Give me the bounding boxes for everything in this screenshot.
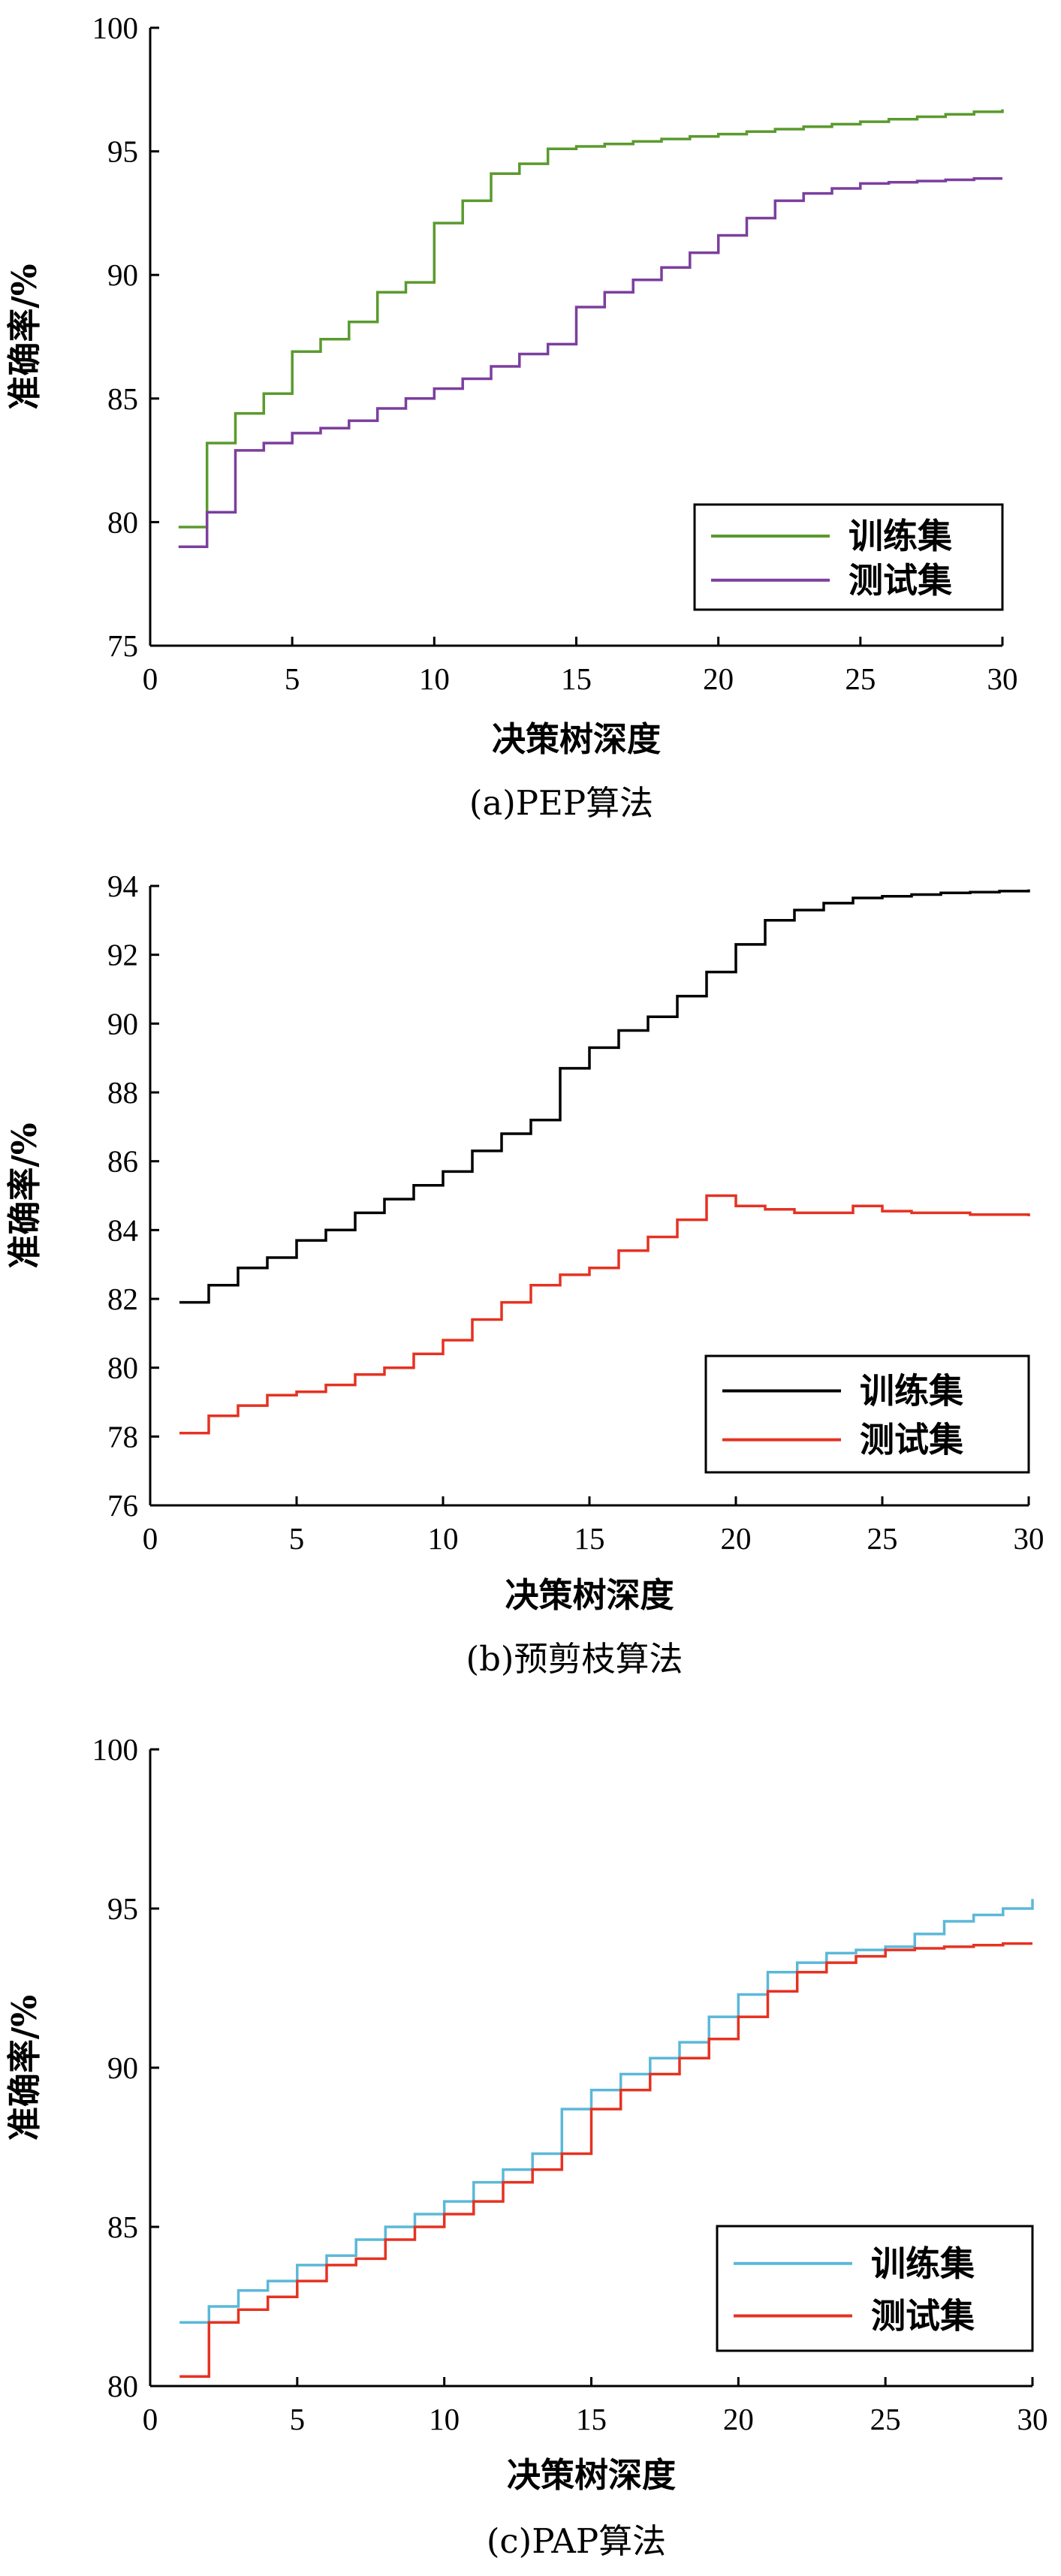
x-tick-label: 20 (703, 661, 734, 696)
x-tick-label: 30 (1014, 1521, 1044, 1556)
x-axis-title: 决策树深度 (505, 1575, 674, 1615)
x-axis-title: 决策树深度 (492, 719, 661, 759)
x-tick-label: 0 (143, 661, 158, 696)
series-line-test (179, 1942, 1032, 2379)
x-axis-title: 决策树深度 (507, 2455, 676, 2495)
y-tick-label: 78 (107, 1419, 138, 1454)
x-tick-label: 15 (574, 1521, 605, 1556)
x-tick-label: 0 (143, 2402, 158, 2436)
y-tick-label: 85 (107, 381, 138, 416)
y-tick-label: 80 (107, 1351, 138, 1385)
legend-label: 测试集 (871, 2296, 975, 2336)
legend-box (693, 503, 1004, 611)
x-tick-label: 10 (428, 1521, 459, 1556)
x-tick-label: 30 (1017, 2402, 1048, 2436)
panel-caption: (c)PAP算法 (487, 2521, 666, 2561)
y-tick-label: 85 (107, 2210, 138, 2244)
x-tick-label: 25 (867, 1521, 898, 1556)
series-line-train (179, 889, 1030, 1304)
x-tick-label: 10 (419, 661, 450, 696)
y-tick-label: 94 (107, 869, 138, 903)
x-tick-label: 10 (429, 2402, 460, 2436)
y-tick-label: 76 (107, 1488, 138, 1523)
y-tick-label: 80 (107, 2369, 138, 2403)
y-tick-label: 95 (107, 1891, 138, 1926)
y-axis-title: 准确率/% (5, 1995, 44, 2141)
x-tick-label: 25 (845, 661, 876, 696)
x-tick-label: 15 (576, 2402, 607, 2436)
y-tick-label: 90 (107, 258, 138, 292)
x-tick-label: 5 (289, 1521, 305, 1556)
legend-label: 测试集 (860, 1420, 963, 1460)
x-tick-label: 20 (723, 2402, 754, 2436)
y-tick-label: 100 (92, 1732, 139, 1767)
x-tick-label: 5 (285, 661, 300, 696)
legend-label: 训练集 (871, 2243, 975, 2284)
y-axis-title: 准确率/% (5, 264, 44, 409)
y-tick-label: 86 (107, 1144, 138, 1179)
legend-label: 测试集 (848, 560, 952, 601)
x-tick-label: 25 (870, 2402, 901, 2436)
y-tick-label: 92 (107, 938, 138, 972)
y-tick-label: 90 (107, 1006, 138, 1041)
y-tick-label: 82 (107, 1282, 138, 1316)
y-tick-label: 100 (92, 11, 139, 45)
series-line-test (178, 177, 1002, 549)
legend-box (704, 1354, 1030, 1474)
y-tick-label: 75 (107, 628, 138, 663)
x-tick-label: 30 (987, 661, 1018, 696)
panel-b-prepruning: 76 78 80 82 84 86 88 90 92 94 0 5 10 15 20 25 30 训练集测试集决策… (5, 869, 1044, 1679)
panel-caption: (b)预剪枝算法 (466, 1639, 683, 1679)
y-tick-label: 84 (107, 1213, 138, 1247)
series-line-test (179, 1194, 1030, 1435)
y-tick-label: 95 (107, 134, 138, 169)
series-line-train (178, 109, 1004, 529)
y-tick-label: 90 (107, 2050, 138, 2085)
x-tick-label: 5 (290, 2402, 306, 2436)
panel-caption: (a)PEP算法 (469, 783, 653, 823)
legend-box (716, 2225, 1034, 2352)
y-tick-label: 80 (107, 505, 138, 539)
x-tick-label: 0 (143, 1521, 158, 1556)
legend-label: 训练集 (860, 1371, 963, 1412)
y-axis-title: 准确率/% (5, 1122, 44, 1268)
legend-label: 训练集 (848, 516, 952, 556)
x-tick-label: 15 (561, 661, 592, 696)
x-tick-label: 20 (721, 1521, 752, 1556)
y-tick-label: 88 (107, 1075, 138, 1110)
